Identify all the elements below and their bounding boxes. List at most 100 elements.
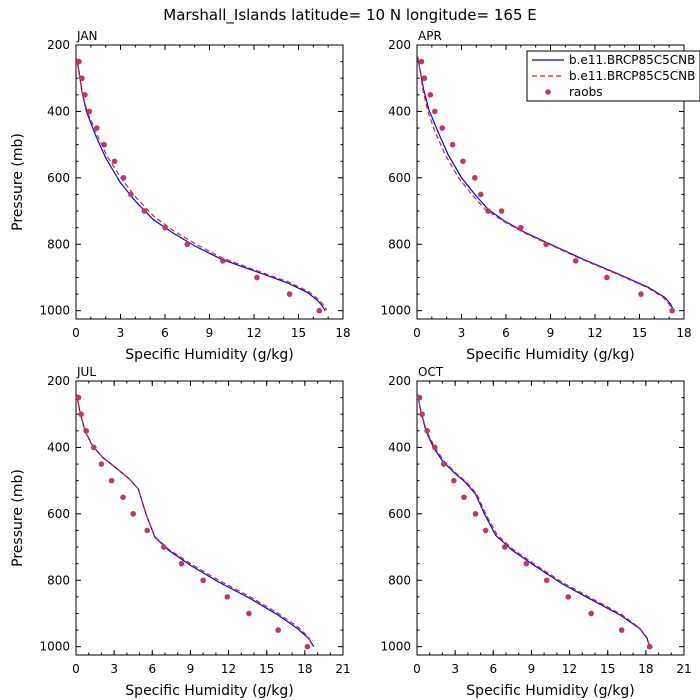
- raobs-point: [432, 108, 438, 115]
- y-tick-label: 800: [47, 237, 70, 251]
- raobs-point: [141, 208, 148, 214]
- raobs-point: [543, 241, 549, 248]
- y-tick-label: 600: [47, 507, 70, 521]
- y-tick-label: 600: [47, 171, 70, 185]
- x-tick-label: 9: [206, 326, 214, 340]
- raobs-point: [638, 291, 644, 297]
- raobs-point: [543, 577, 550, 584]
- series-line-model-b: [76, 58, 328, 311]
- raobs-point: [460, 158, 466, 165]
- x-tick-label: 12: [246, 326, 261, 340]
- raobs-point: [304, 643, 311, 650]
- raobs-point: [120, 494, 126, 501]
- x-tick-label: 9: [528, 662, 536, 676]
- series-line-model-a: [417, 56, 675, 311]
- x-tick-label: 3: [117, 326, 125, 340]
- raobs-point: [111, 158, 118, 165]
- x-tick-label: 21: [676, 662, 691, 676]
- raobs-point: [449, 141, 456, 148]
- raobs-point: [178, 560, 185, 567]
- panel-apr: 0 3 6 9 12 15 18 200 400 600 800 1000 APR Specific Hu…: [380, 29, 691, 363]
- x-tick-label: 9: [187, 662, 195, 676]
- raobs-point: [78, 411, 84, 418]
- panel-oct: 0 3 6 9 12 15 18 21 200 400 600 800 1000 OCT Specific …: [380, 365, 691, 699]
- y-tick-label: 1000: [39, 304, 70, 318]
- raobs-point: [108, 477, 115, 484]
- series-line-model-a: [417, 394, 651, 647]
- legend: b.e11.BRCP85C5CNB b.e11.BRCP85C5CNB raobs: [526, 50, 700, 102]
- raobs-point: [93, 125, 100, 131]
- raobs-point: [130, 511, 137, 517]
- y-tick-label: 400: [388, 104, 411, 118]
- series-raobs: [76, 58, 323, 314]
- x-tick-label: 6: [148, 662, 156, 676]
- raobs-point: [604, 274, 610, 281]
- raobs-point: [82, 92, 88, 98]
- raobs-point: [451, 477, 457, 484]
- x-tick-label: 0: [72, 326, 80, 340]
- y-tick-label: 400: [47, 440, 70, 454]
- raobs-point: [75, 394, 82, 401]
- x-tick-label: 6: [161, 326, 169, 340]
- raobs-point: [472, 175, 478, 181]
- raobs-point: [419, 411, 425, 418]
- raobs-point: [518, 224, 524, 231]
- raobs-point: [246, 610, 252, 617]
- y-tick-label: 400: [47, 104, 70, 118]
- raobs-point: [101, 141, 107, 148]
- raobs-point: [482, 527, 489, 534]
- raobs-point: [472, 511, 479, 517]
- x-axis-label: Specific Humidity (g/kg): [466, 347, 634, 363]
- x-tick-label: 18: [335, 326, 350, 340]
- raobs-point: [128, 191, 134, 198]
- plot-frame: [416, 380, 685, 656]
- raobs-point: [523, 560, 530, 567]
- raobs-point: [286, 291, 293, 297]
- raobs-point: [477, 191, 484, 198]
- y-tick-label: 800: [388, 573, 411, 587]
- raobs-point: [485, 208, 492, 214]
- x-tick-label: 3: [458, 326, 466, 340]
- x-axis-label: Specific Humidity (g/kg): [466, 683, 634, 699]
- panel-title: JAN: [76, 29, 98, 43]
- x-tick-label: 15: [259, 662, 274, 676]
- raobs-point: [86, 108, 93, 115]
- raobs-point: [565, 594, 572, 600]
- raobs-point: [439, 125, 446, 131]
- raobs-point: [572, 258, 579, 264]
- y-tick-label: 400: [388, 440, 411, 454]
- raobs-point: [98, 461, 105, 467]
- x-tick-label: 0: [413, 326, 421, 340]
- raobs-point: [461, 494, 467, 501]
- raobs-point: [254, 274, 260, 281]
- y-tick-label: 1000: [380, 304, 411, 318]
- x-tick-label: 6: [489, 662, 497, 676]
- raobs-point: [646, 643, 653, 650]
- raobs-point: [618, 627, 625, 633]
- x-tick-label: 15: [632, 326, 647, 340]
- raobs-point: [421, 75, 428, 82]
- raobs-point: [275, 627, 281, 633]
- plot-frame: [75, 380, 344, 656]
- y-tick-label: 200: [47, 374, 70, 388]
- x-tick-label: 3: [110, 662, 118, 676]
- y-axis-label: Pressure (mb): [10, 133, 26, 231]
- legend-label: raobs: [569, 85, 603, 99]
- raobs-point: [76, 58, 82, 65]
- x-tick-label: 9: [547, 326, 555, 340]
- raobs-point: [316, 307, 323, 314]
- x-tick-label: 15: [291, 326, 306, 340]
- legend-label: b.e11.BRCP85C5CNB: [569, 53, 695, 67]
- x-tick-label: 15: [600, 662, 615, 676]
- figure-title: Marshall_Islands latitude= 10 N longitud…: [163, 6, 536, 25]
- panel-title: APR: [418, 29, 442, 43]
- x-tick-label: 12: [221, 662, 236, 676]
- raobs-point: [588, 610, 594, 617]
- raobs-point: [418, 58, 425, 65]
- raobs-point: [83, 428, 89, 434]
- panel-jan: 0 3 6 9 12 15 18 200 400 600 800 1000 JAN Specific Hu…: [10, 29, 351, 363]
- y-tick-label: 200: [388, 38, 411, 52]
- series-raobs: [416, 394, 653, 650]
